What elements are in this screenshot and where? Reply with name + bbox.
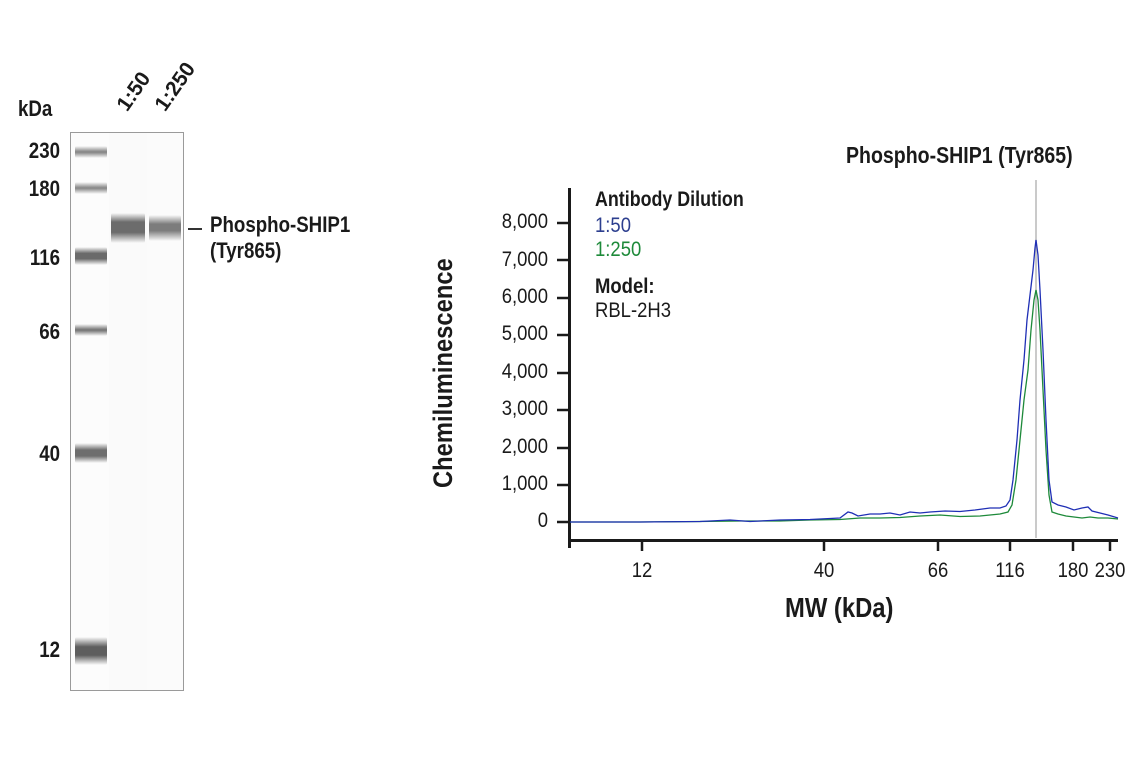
legend-model-title: Model: bbox=[595, 275, 655, 298]
legend-model-value: RBL-2H3 bbox=[595, 299, 672, 322]
x-tick-12: 12 bbox=[631, 559, 653, 582]
target-pointer-line bbox=[188, 228, 202, 230]
y-tick-8000: 8,000 bbox=[501, 210, 548, 233]
target-band-1-250 bbox=[149, 215, 181, 241]
ladder-band-12 bbox=[75, 637, 107, 665]
marker-label-12: 12 bbox=[39, 637, 60, 662]
x-tick-230: 230 bbox=[1094, 559, 1126, 582]
x-tick-40: 40 bbox=[813, 559, 835, 582]
series-1-250-line bbox=[570, 289, 1119, 523]
y-tick-2000: 2,000 bbox=[501, 435, 548, 458]
y-tick-7000: 7,000 bbox=[501, 248, 548, 271]
y-tick-0: 0 bbox=[537, 509, 548, 532]
marker-label-66: 66 bbox=[39, 319, 60, 344]
ladder-band-40 bbox=[75, 443, 107, 463]
blot-image bbox=[70, 132, 184, 691]
sample-lane-1-50 bbox=[109, 133, 147, 690]
marker-label-40: 40 bbox=[39, 441, 60, 466]
ladder-band-180 bbox=[75, 182, 107, 194]
y-tick-5000: 5,000 bbox=[501, 322, 548, 345]
marker-label-230: 230 bbox=[28, 138, 60, 163]
x-tick-66: 66 bbox=[927, 559, 949, 582]
target-label-site: (Tyr865) bbox=[210, 238, 282, 263]
y-tick-1000: 1,000 bbox=[501, 472, 548, 495]
y-tick-6000: 6,000 bbox=[501, 285, 548, 308]
target-label: Phospho-SHIP1 (Tyr865) bbox=[210, 212, 350, 264]
series-1-50-line bbox=[570, 239, 1119, 523]
legend-title: Antibody Dilution bbox=[595, 188, 744, 211]
blot-unit-label: kDa bbox=[18, 96, 53, 121]
legend-item-1-250: 1:250 bbox=[595, 238, 642, 261]
y-tick-4000: 4,000 bbox=[501, 360, 548, 383]
marker-label-180: 180 bbox=[28, 176, 60, 201]
x-axis-label: MW (kDa) bbox=[785, 592, 894, 623]
sample-lane-1-250 bbox=[147, 133, 183, 690]
marker-label-116: 116 bbox=[29, 245, 60, 270]
legend-item-1-50: 1:50 bbox=[595, 214, 631, 237]
x-tick-116: 116 bbox=[995, 559, 1025, 582]
ladder-band-230 bbox=[75, 146, 107, 158]
target-band-1-50 bbox=[111, 213, 145, 243]
y-tick-3000: 3,000 bbox=[501, 397, 548, 420]
ladder-lane bbox=[71, 133, 111, 690]
ladder-band-116 bbox=[75, 247, 107, 265]
target-label-name: Phospho-SHIP1 bbox=[210, 212, 351, 237]
x-tick-180: 180 bbox=[1057, 559, 1089, 582]
y-ticks bbox=[557, 221, 569, 524]
peak-title: Phospho-SHIP1 (Tyr865) bbox=[846, 142, 1073, 168]
x-ticks bbox=[640, 540, 1112, 551]
ladder-band-66 bbox=[75, 324, 107, 336]
